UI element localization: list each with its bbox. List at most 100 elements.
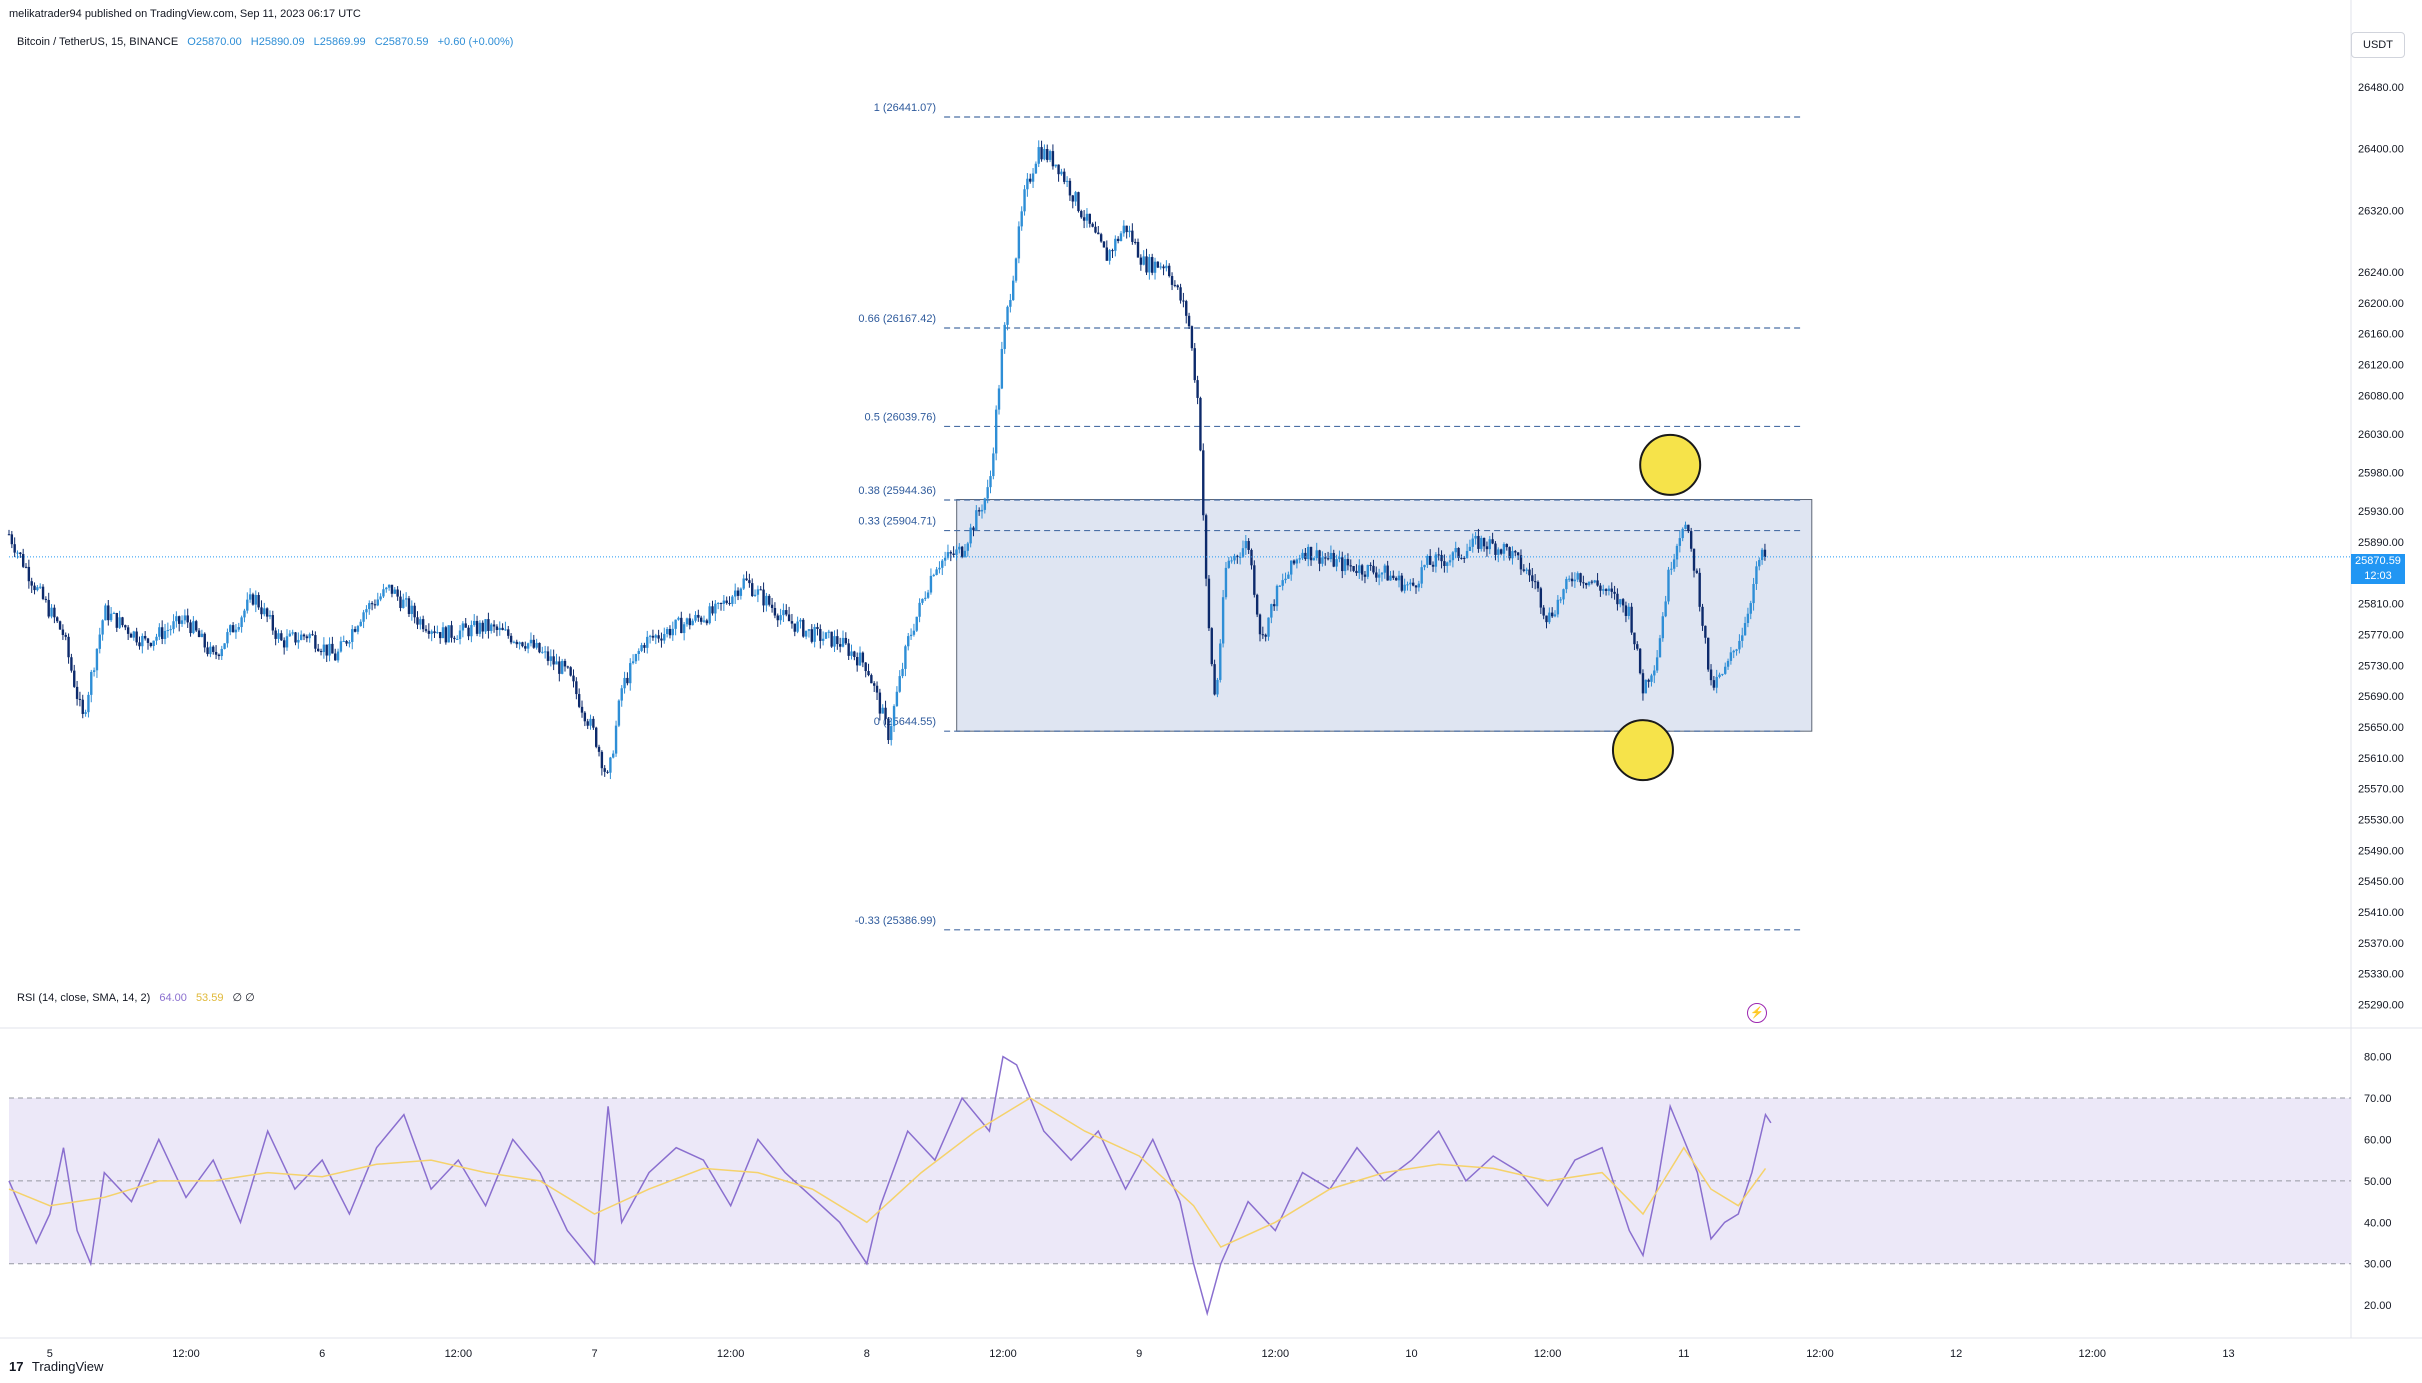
candle-body [708,606,711,624]
candle-body [322,644,326,653]
candle-body [1204,515,1208,579]
candle-body [1289,560,1293,575]
candle-body [1292,560,1296,564]
candle-body [921,598,924,603]
candle-body [589,718,592,726]
candle-body [941,560,944,568]
price-tick-label: 26400.00 [2358,144,2404,156]
candle-body [782,610,785,616]
candle-body [558,661,561,674]
candle-body [1037,147,1040,164]
candle-body [626,677,629,684]
candle-body [580,706,584,713]
candle-body [1227,560,1230,568]
candle-body [413,605,416,618]
candle-body [490,624,493,631]
candle-body [1151,257,1154,273]
candle-body [1329,552,1333,560]
candle-body [804,630,808,637]
candle-body [787,614,791,622]
candle-body [992,453,995,477]
candle-body [302,634,306,637]
candle-body [1284,578,1287,581]
candle-body [1443,561,1446,566]
candle-body [280,633,283,641]
candle-body [929,575,933,593]
candle-body [932,574,935,576]
candle-body [688,618,692,626]
candle-body [955,549,958,555]
candle-body [631,661,635,664]
candle-body [1465,550,1469,558]
candle-body [1023,189,1026,212]
candle-body [1743,623,1747,636]
candle-body [994,409,998,454]
candle-body [206,647,209,655]
candle-body [870,675,873,684]
candle-body [1712,680,1716,688]
candle-body [453,637,456,640]
price-tick-label: 26080.00 [2358,390,2404,402]
candle-body [651,635,655,638]
candle-body [1704,625,1707,638]
candle-body [1749,603,1752,614]
candle-body [861,652,865,663]
currency-badge[interactable]: USDT [2351,32,2405,58]
rsi-layer [8,1055,1772,1317]
candle-body [1176,285,1179,288]
candle-body [1238,556,1242,558]
candle-body [768,595,771,605]
candle-body [1587,581,1591,586]
tradingview-logo[interactable]: 17 TradingView [9,1359,103,1374]
price-tick-label: 26160.00 [2358,329,2404,341]
candle-body [512,641,516,643]
candle-body [149,642,153,647]
candle-body [1570,578,1574,582]
candle-body [790,621,794,624]
candle-body [1616,593,1619,605]
candle-body [297,639,300,643]
time-tick-label: 12:00 [2079,1348,2107,1360]
candle-body [827,631,831,633]
candle-body [1636,644,1639,649]
candle-body [1136,241,1140,258]
candle-body [1752,583,1755,604]
candle-body [1349,565,1352,567]
candle-body [1556,599,1560,615]
candle-body [904,646,907,669]
candle-body [529,639,533,644]
candle-body [526,643,530,649]
logo-mark: 17 [9,1359,24,1374]
candle-body [1014,258,1018,281]
rsi-ma-line [8,1097,1767,1249]
candle-body [969,527,972,544]
candle-body [1451,552,1455,561]
candle-body [481,622,484,632]
lightning-bolt-icon[interactable]: ⚡ [1747,1003,1767,1023]
candle-body [813,626,816,642]
time-tick-label: 12:00 [989,1348,1017,1360]
candle-body [728,602,731,604]
candle-body [87,694,90,713]
candle-body [1272,604,1276,607]
candle-body [623,677,626,689]
rsi-legend[interactable]: RSI (14, close, SMA, 14, 2) 64.00 53.59 … [17,991,261,1004]
candle-body [1562,589,1565,600]
candle-body [1638,648,1642,674]
candle-body [237,627,240,630]
candle-body [722,600,726,604]
candle-body [1760,549,1764,561]
candle-body [135,631,138,643]
candle-body [566,666,570,668]
candle-body [1763,549,1767,557]
candle-body [830,631,833,647]
symbol-legend[interactable]: Bitcoin / TetherUS, 15, BINANCE O25870.0… [17,36,519,48]
candle-body [1304,552,1307,560]
candle-body [166,630,170,632]
candle-body [1071,195,1074,202]
candle-body [1190,326,1194,349]
candle-body [629,663,632,684]
candle-body [121,617,124,626]
candle-body [1352,565,1355,571]
